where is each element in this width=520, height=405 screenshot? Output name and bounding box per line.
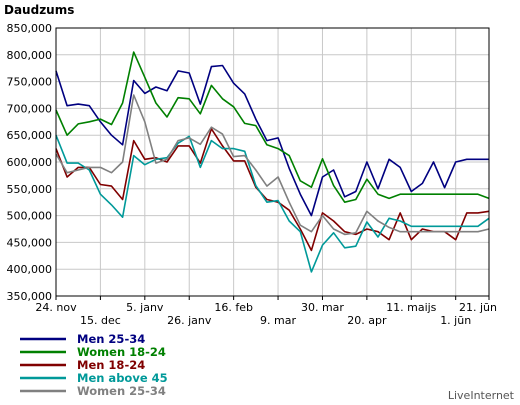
y-tick-label: 450,000 <box>7 236 53 249</box>
chart-title: Daudzums <box>4 3 74 17</box>
y-tick-label: 350,000 <box>7 290 53 303</box>
x-tick-label: 26. janv <box>167 314 212 327</box>
legend-label: Women 25-34 <box>77 384 166 398</box>
series-line-men-25-34 <box>55 64 489 217</box>
x-tick-label: 20. apr <box>347 314 387 327</box>
y-tick-label: 800,000 <box>7 49 53 62</box>
x-tick-label: 24. nov <box>35 301 77 314</box>
x-tick-label: 16. feb <box>214 301 253 314</box>
x-tick-label: 9. mar <box>260 314 296 327</box>
x-tick-label: 15. dec <box>80 314 121 327</box>
x-tick-label: 1. jūn <box>440 314 471 327</box>
series-line-women-18-24 <box>55 51 490 203</box>
x-tick-label: 30. mar <box>301 301 344 314</box>
y-axis-tick-labels: 850,000 800,000 750,000 700,000 650,000 600,0… <box>7 22 53 303</box>
legend-label: Men 25-34 <box>77 332 145 346</box>
credit-label: LiveInternet <box>448 389 515 402</box>
series-line-men-above-45 <box>55 134 490 273</box>
y-tick-label: 850,000 <box>7 22 53 35</box>
legend-label: Men above 45 <box>77 371 168 385</box>
x-tick-label: 5. janv <box>126 301 164 314</box>
legend-label: Men 18-24 <box>77 358 145 372</box>
x-tick-label: 11. maijs <box>386 301 437 314</box>
y-tick-label: 700,000 <box>7 102 53 115</box>
plot-frame <box>55 27 490 297</box>
y-tick-label: 400,000 <box>7 263 53 276</box>
y-tick-label: 500,000 <box>7 210 53 223</box>
legend-label: Women 18-24 <box>77 345 166 359</box>
y-tick-label: 550,000 <box>7 183 53 196</box>
y-tick-label: 750,000 <box>7 76 53 89</box>
series-line-women-25-34 <box>55 94 490 236</box>
series-lines <box>55 51 490 273</box>
y-tick-label: 650,000 <box>7 129 53 142</box>
y-tick-label: 600,000 <box>7 156 53 169</box>
x-tick-label: 21. jūn <box>459 301 497 314</box>
